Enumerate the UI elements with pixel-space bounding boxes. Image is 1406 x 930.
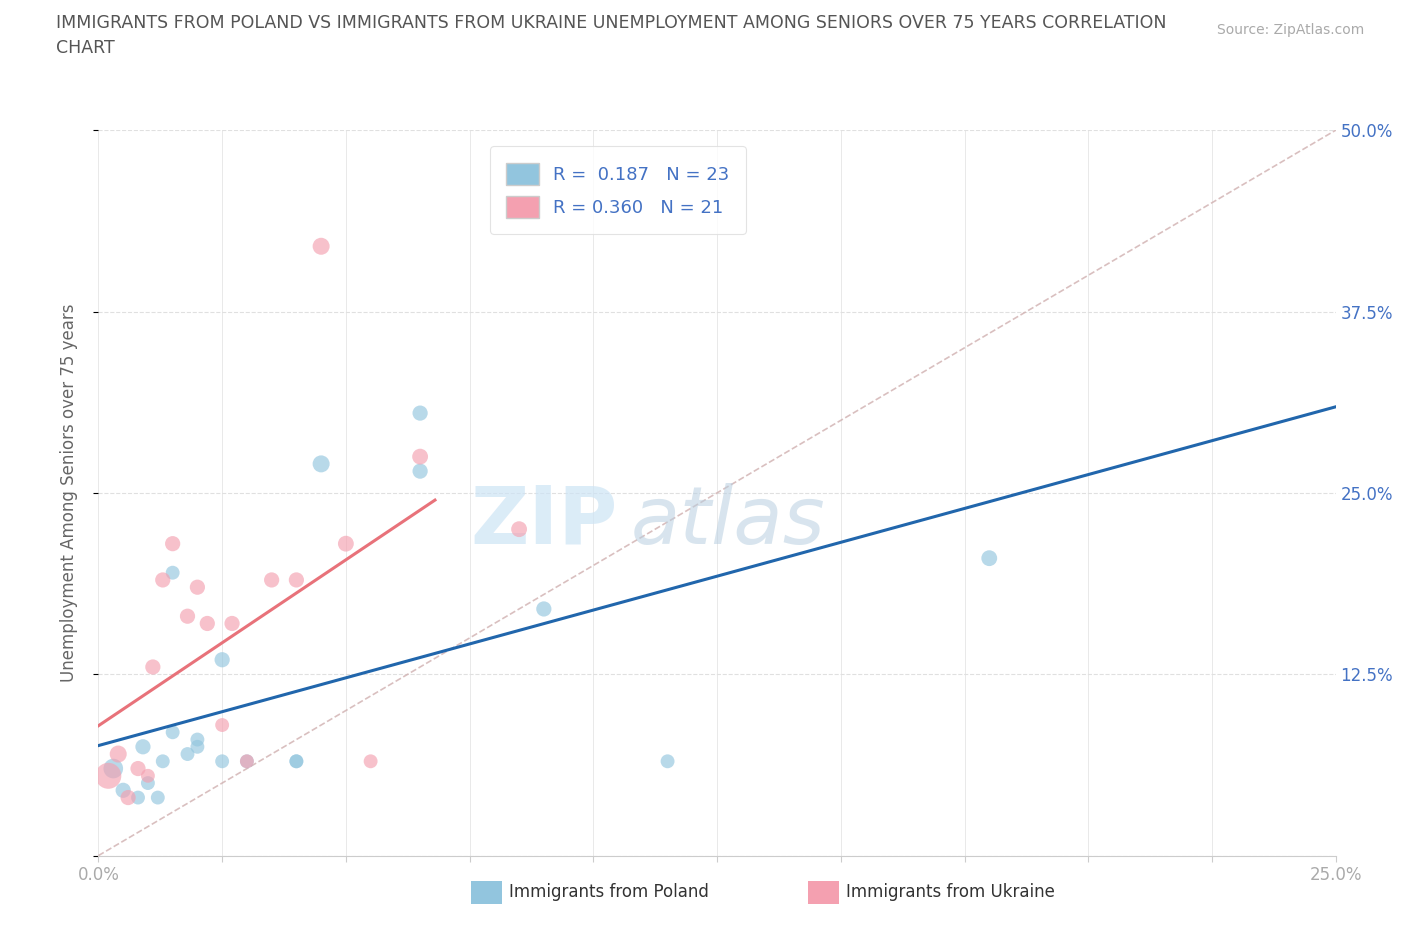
Point xyxy=(309,457,332,472)
Text: Immigrants from Ukraine: Immigrants from Ukraine xyxy=(846,884,1056,901)
Point xyxy=(107,747,129,762)
Text: CHART: CHART xyxy=(56,39,115,57)
Point xyxy=(127,761,149,776)
Point xyxy=(176,609,198,624)
Point xyxy=(335,537,357,551)
Point xyxy=(236,754,259,769)
Point xyxy=(132,739,155,754)
Point xyxy=(127,790,149,805)
Y-axis label: Unemployment Among Seniors over 75 years: Unemployment Among Seniors over 75 years xyxy=(59,304,77,682)
Point xyxy=(236,754,259,769)
FancyBboxPatch shape xyxy=(471,881,502,904)
Point xyxy=(97,768,120,783)
Point xyxy=(211,652,233,667)
Point xyxy=(103,761,125,776)
Point xyxy=(533,602,555,617)
Point xyxy=(260,573,283,588)
Point xyxy=(211,754,233,769)
Point xyxy=(186,579,208,594)
Point xyxy=(309,239,332,254)
Point xyxy=(152,754,174,769)
Point xyxy=(508,522,530,537)
Point xyxy=(409,405,432,420)
Point xyxy=(285,754,308,769)
Text: IMMIGRANTS FROM POLAND VS IMMIGRANTS FROM UKRAINE UNEMPLOYMENT AMONG SENIORS OVE: IMMIGRANTS FROM POLAND VS IMMIGRANTS FRO… xyxy=(56,14,1167,32)
Text: atlas: atlas xyxy=(630,483,825,561)
Point xyxy=(285,573,308,588)
Point xyxy=(176,747,198,762)
Point xyxy=(112,783,135,798)
Point xyxy=(285,754,308,769)
Text: Source: ZipAtlas.com: Source: ZipAtlas.com xyxy=(1216,23,1364,37)
Point xyxy=(409,464,432,479)
Point xyxy=(221,616,243,631)
Point xyxy=(657,754,679,769)
Point xyxy=(979,551,1001,565)
Point xyxy=(162,565,184,580)
Point xyxy=(142,659,165,674)
Point xyxy=(186,732,208,747)
Point xyxy=(152,573,174,588)
FancyBboxPatch shape xyxy=(808,881,839,904)
Point xyxy=(146,790,169,805)
Point xyxy=(195,616,218,631)
Point xyxy=(211,718,233,733)
Point xyxy=(162,537,184,551)
Text: ZIP: ZIP xyxy=(471,483,619,561)
Point xyxy=(136,776,159,790)
Point xyxy=(186,739,208,754)
Point xyxy=(136,768,159,783)
Point xyxy=(360,754,382,769)
Point xyxy=(162,724,184,739)
Point xyxy=(409,449,432,464)
Legend: R =  0.187   N = 23, R = 0.360   N = 21: R = 0.187 N = 23, R = 0.360 N = 21 xyxy=(491,147,747,233)
Text: Immigrants from Poland: Immigrants from Poland xyxy=(509,884,709,901)
Point xyxy=(117,790,139,805)
